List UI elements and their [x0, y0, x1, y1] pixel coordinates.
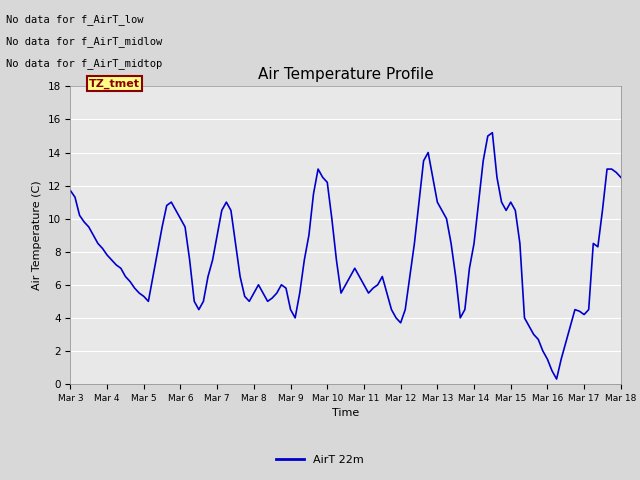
Y-axis label: Air Temperature (C): Air Temperature (C) [32, 180, 42, 290]
Text: No data for f_AirT_midlow: No data for f_AirT_midlow [6, 36, 163, 47]
Legend: AirT 22m: AirT 22m [272, 451, 368, 469]
Text: TZ_tmet: TZ_tmet [89, 78, 140, 89]
Text: No data for f_AirT_low: No data for f_AirT_low [6, 14, 144, 25]
Text: No data for f_AirT_midtop: No data for f_AirT_midtop [6, 58, 163, 69]
X-axis label: Time: Time [332, 408, 359, 418]
Title: Air Temperature Profile: Air Temperature Profile [258, 68, 433, 83]
